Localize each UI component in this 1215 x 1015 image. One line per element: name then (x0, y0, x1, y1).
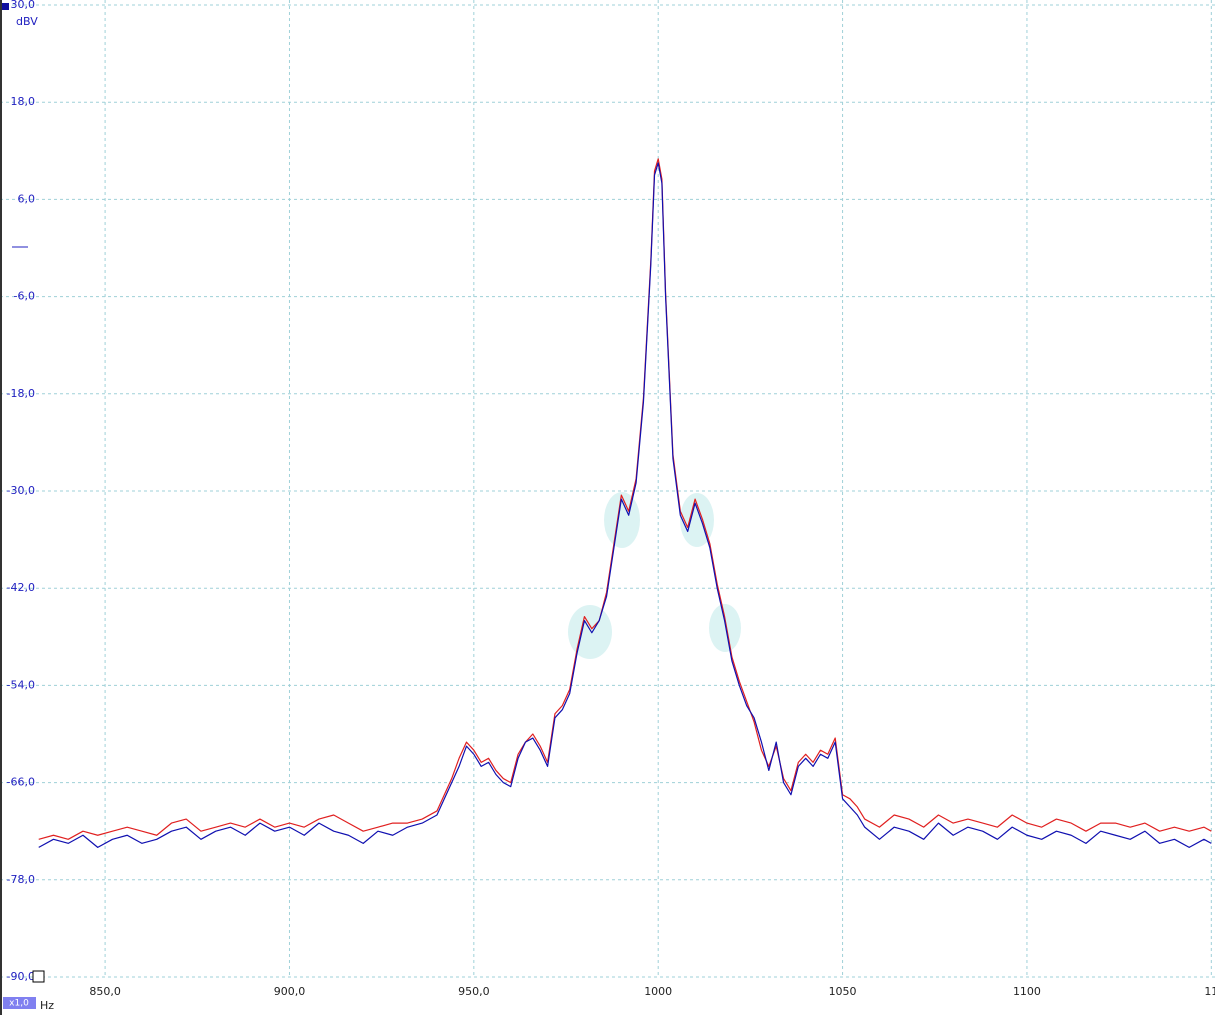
zoom-label: x1,0 (9, 999, 29, 1009)
x-tick-label: 900,0 (274, 985, 306, 998)
labels: 30,0 18,0 6,0 -6,0 -18,0 -30,0 -42,0 -54,0 -66,0… (7, 0, 1215, 998)
y-tick-label: 6,0 (18, 192, 36, 205)
y-tick-label: -42,0 (7, 581, 35, 594)
y-tick-label: -30,0 (7, 484, 35, 497)
channel-marker (2, 3, 9, 10)
x-tick-label: 1050 (829, 985, 857, 998)
y-tick-label: -66,0 (7, 776, 35, 789)
series-line (38, 162, 1212, 848)
y-tick-label: -78,0 (7, 873, 35, 886)
x-tick-label: 850,0 (89, 985, 121, 998)
y-tick-label: -18,0 (7, 387, 35, 400)
highlight (568, 605, 612, 659)
y-tick-label: -90,0 (7, 970, 35, 983)
lines (38, 158, 1212, 848)
x-tick-label: 11 (1204, 985, 1215, 998)
x-tick-label: 1000 (644, 985, 672, 998)
y-tick-label: 18,0 (11, 95, 36, 108)
zoom-box[interactable] (32, 970, 45, 983)
highlights (568, 492, 741, 659)
y-axis-unit: dBV (16, 15, 38, 28)
x-axis-unit: Hz (40, 999, 54, 1012)
y-tick-label: -54,0 (7, 678, 35, 691)
y-tick-label: 30,0 (11, 0, 36, 11)
x-tick-label: 950,0 (458, 985, 490, 998)
y-tick-label: -6,0 (14, 290, 35, 303)
zoom-badge[interactable] (3, 997, 36, 1009)
x-tick-label: 1100 (1013, 985, 1041, 998)
highlight (709, 604, 741, 652)
